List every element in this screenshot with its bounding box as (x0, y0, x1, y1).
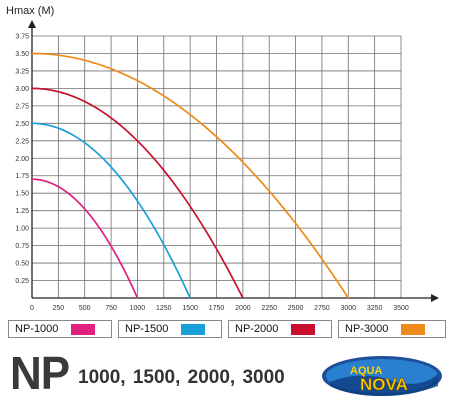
legend-label: NP-3000 (345, 323, 389, 335)
y-tick-label: 0.25 (15, 278, 29, 285)
performance-chart: 0 250 500 750 1000 1250 1500 1750 2000 2250 2500 27… (6, 5, 439, 313)
y-tick-label: 2.25 (15, 138, 29, 145)
series-name: NP (10, 348, 70, 400)
y-tick-label: 0.50 (15, 261, 29, 268)
chart-ticks: 0 250 500 750 1000 1250 1500 1750 2000 2250 2500 27… (15, 34, 409, 313)
x-tick-label: 500 (79, 305, 91, 312)
legend-label: NP-1000 (15, 323, 59, 335)
legend-item-np-2000: NP-2000 (228, 320, 332, 338)
x-tick-label: 2000 (235, 305, 251, 312)
x-tick-label: 2750 (314, 305, 330, 312)
legend-swatch (401, 323, 425, 335)
x-tick-label: 3000 (340, 305, 356, 312)
x-tick-label: 1250 (156, 305, 172, 312)
y-tick-label: 2.00 (15, 156, 29, 163)
legend-swatch (291, 323, 315, 335)
y-tick-label: 3.25 (15, 68, 29, 75)
x-tick-label: 1500 (182, 305, 198, 312)
y-tick-label: 1.25 (15, 208, 29, 215)
curve-np-2000 (31, 87, 244, 299)
y-tick-label: 2.50 (15, 121, 29, 128)
chart-legend: NP-1000 NP-1500 NP-2000 NP-3000 (8, 320, 448, 338)
y-tick-label: 3.00 (15, 86, 29, 93)
legend-item-np-1500: NP-1500 (118, 320, 222, 338)
y-tick-label: 0.75 (15, 243, 29, 250)
x-tick-label: 2250 (261, 305, 277, 312)
y-tick-label: 2.75 (15, 103, 29, 110)
x-tick-label: 1000 (130, 305, 146, 312)
logo-text-nova: NOVA (360, 375, 408, 394)
legend-label: NP-1500 (125, 323, 169, 335)
curve-np-1000 (31, 178, 139, 299)
curve-np-1500 (31, 122, 191, 299)
y-tick-label: 3.75 (15, 34, 29, 41)
x-tick-label: 1750 (209, 305, 225, 312)
legend-label: NP-2000 (235, 323, 279, 335)
legend-item-np-3000: NP-3000 (338, 320, 446, 338)
x-tick-label: 3250 (367, 305, 383, 312)
legend-swatch (181, 323, 205, 335)
model-list: 1000, 1500, 2000, 3000 (78, 367, 285, 388)
legend-item-np-1000: NP-1000 (8, 320, 112, 338)
y-tick-label: 3.50 (15, 51, 29, 58)
aqua-nova-logo: AQUA NOVA (322, 356, 442, 396)
logo-text-aqua: AQUA (350, 365, 382, 377)
chart-axes (28, 20, 439, 302)
chart-grid (31, 35, 402, 298)
x-tick-label: 3500 (393, 305, 409, 312)
x-tick-label: 250 (53, 305, 65, 312)
chart-curves (31, 52, 350, 299)
curve-np-3000 (31, 52, 350, 299)
legend-swatch (71, 323, 95, 335)
x-tick-label: 750 (105, 305, 117, 312)
x-tick-label: 2500 (288, 305, 304, 312)
y-tick-label: 1.75 (15, 173, 29, 180)
y-tick-label: 1.00 (15, 226, 29, 233)
y-axis-label: Hmax (M) (6, 5, 54, 17)
x-tick-label: 0 (30, 305, 34, 312)
y-tick-label: 1.50 (15, 191, 29, 198)
